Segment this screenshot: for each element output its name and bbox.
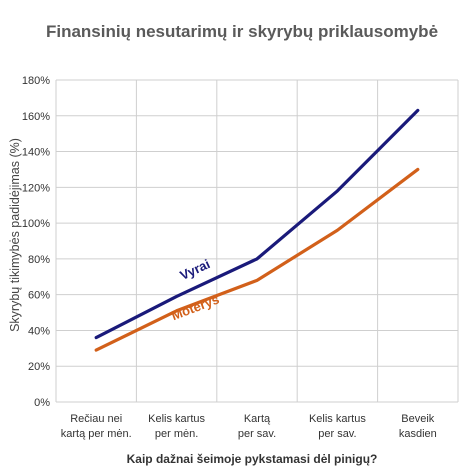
x-tick-label: Beveik kasdien — [399, 413, 437, 440]
x-tick-label: Rečiau nei kartą per mėn. — [61, 413, 132, 440]
x-axis-label: Kaip dažnai šeimoje pykstamasi dėl pinig… — [127, 452, 378, 466]
series-line-vyrai — [94, 108, 420, 340]
y-tick-label: 180% — [22, 75, 50, 87]
y-tick-label: 80% — [28, 254, 50, 266]
y-tick-label: 40% — [28, 325, 50, 337]
y-tick-label: 100% — [22, 218, 50, 230]
y-tick-label: 20% — [28, 361, 50, 373]
x-tick-label: Kelis kartus per sav. — [309, 413, 366, 440]
y-tick-label: 140% — [22, 147, 50, 159]
x-tick-label: Kartą per sav. — [238, 413, 276, 440]
x-tick-labels: Rečiau nei kartą per mėn. Kelis kartus per … — [61, 413, 437, 440]
chart-title: Finansinių nesutarimų ir skyrybų priklau… — [46, 22, 438, 41]
series-label-vyrai: Vyrai — [178, 256, 213, 283]
y-tick-label: 60% — [28, 290, 50, 302]
y-tick-label: 160% — [22, 111, 50, 123]
x-tick-label: Kelis kartus per mėn. — [148, 413, 205, 440]
series-lines — [94, 108, 420, 352]
y-tick-labels: 0% 20% 40% 60% 80% 100% 120% 140% 160% 180% — [22, 75, 50, 409]
y-tick-label: 120% — [22, 182, 50, 194]
y-axis-label: Skyrybų tikimybės padidėjimas (%) — [8, 138, 22, 332]
series-line-moterys — [94, 167, 420, 352]
y-tick-label: 0% — [34, 397, 50, 409]
